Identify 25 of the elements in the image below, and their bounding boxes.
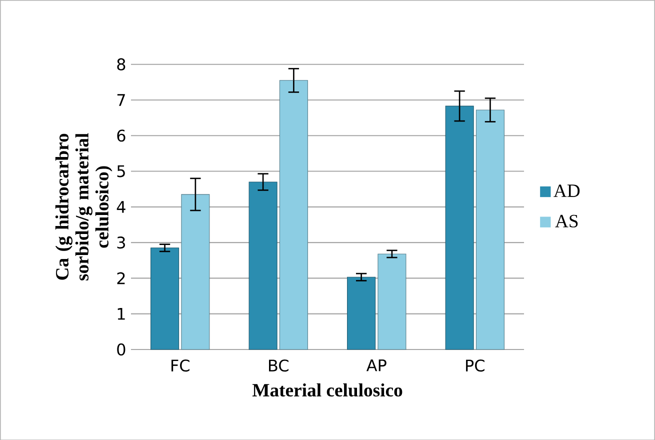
y-tick-label: 0	[117, 343, 126, 356]
bar	[445, 106, 474, 350]
bar	[279, 80, 308, 350]
x-tick-label: PC	[466, 359, 484, 372]
y-tick-label: 2	[117, 272, 125, 284]
y-tick-label: 8	[117, 58, 126, 70]
y-tick-label: 1	[118, 308, 125, 320]
x-axis-title: Material celulosico	[252, 383, 402, 396]
bar	[378, 253, 406, 350]
bar	[476, 109, 504, 350]
x-tick-label: AP	[366, 359, 386, 371]
y-tick-label: 3	[117, 236, 125, 248]
y-tick-label: 6	[117, 129, 126, 142]
y-tick-label: 5	[117, 165, 125, 177]
legend-label: AS	[555, 214, 578, 228]
y-tick-label: 4	[116, 200, 126, 213]
bar	[347, 276, 376, 350]
bar	[150, 247, 180, 350]
legend-label: AD	[554, 184, 580, 197]
x-tick-label: BC	[269, 359, 288, 372]
x-tick-label: FC	[172, 359, 190, 372]
y-tick-label: 7	[117, 94, 125, 106]
y-axis-title: Ca (g hidrocarbro sorbido/g material celulosico)	[55, 132, 112, 280]
bar	[181, 194, 210, 350]
bar	[248, 181, 278, 350]
